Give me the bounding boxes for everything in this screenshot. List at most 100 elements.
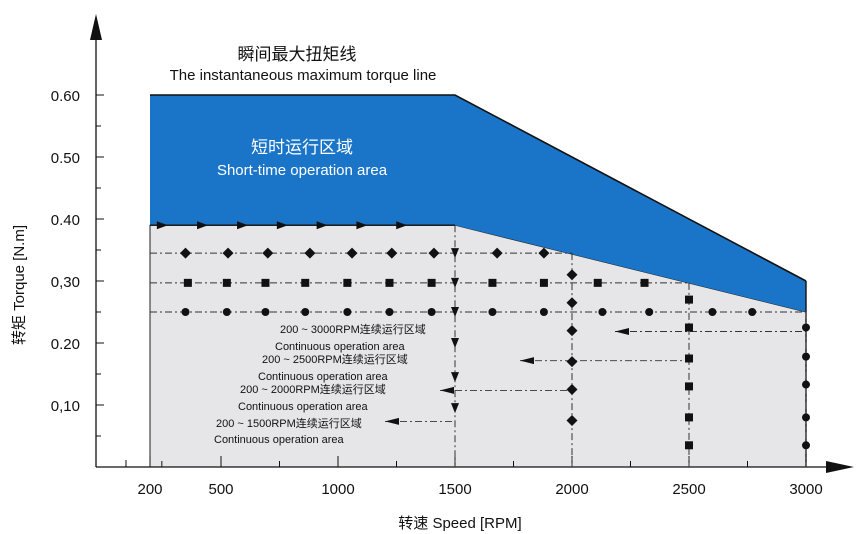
x-tick-label: 1500 [438, 481, 471, 498]
circle-marker [222, 308, 231, 316]
annotation-arrow [520, 357, 534, 365]
annotation-range-label: 200 ~ 3000RPM连续运行区域 [280, 322, 426, 336]
square-marker [539, 278, 548, 287]
y-axis-arrow [90, 14, 102, 40]
triangle-down-marker [451, 403, 459, 414]
square-marker [685, 382, 693, 391]
diamond-marker [566, 415, 578, 426]
diamond-marker [262, 247, 274, 259]
square-marker [640, 278, 649, 287]
axis-ticks [96, 94, 807, 467]
triangle-down-marker [451, 307, 459, 317]
circle-marker [427, 308, 436, 316]
square-marker [685, 441, 693, 450]
diamond-marker [428, 247, 440, 259]
x-tick-label: 2000 [555, 481, 588, 498]
square-marker [222, 278, 231, 287]
triangle-marker [237, 221, 249, 230]
annotation-en-label: Continuous operation area [214, 434, 345, 446]
data-markers [156, 221, 810, 450]
square-marker [488, 278, 497, 287]
square-marker [685, 295, 693, 304]
triangle-marker [197, 221, 209, 230]
diamond-marker [566, 384, 578, 395]
diamond-marker [566, 269, 578, 281]
circle-marker [343, 308, 352, 316]
circle-marker [261, 308, 270, 316]
annotation-en-label: Continuous operation area [238, 401, 369, 413]
short-time-area-label-en: Short-time operation area [217, 162, 388, 179]
y-tick-label: 0.40 [51, 212, 80, 229]
diamond-marker [304, 247, 316, 259]
triangle-marker [276, 221, 288, 230]
diamond-marker [386, 247, 398, 259]
triangle-marker [316, 221, 328, 230]
square-marker [685, 323, 693, 332]
triangle-down-marker [451, 372, 459, 383]
circle-marker [181, 308, 190, 316]
square-marker [427, 278, 436, 287]
x-tick-label: 200 [137, 481, 162, 498]
triangle-down-marker [451, 248, 459, 259]
triangle-marker [396, 221, 408, 230]
triangle-down-marker [451, 338, 459, 348]
diamond-marker [538, 247, 550, 259]
annotation-range-label: 200 ~ 2000RPM连续运行区域 [240, 382, 386, 396]
annotation-en-label: Continuous operation area [258, 371, 389, 383]
triangle-marker [356, 221, 368, 230]
x-axis-arrow [826, 461, 854, 473]
diamond-marker [566, 356, 578, 368]
max-torque-line [150, 94, 807, 282]
diamond-marker [491, 247, 503, 259]
x-axis-title: 转速 Speed [RPM] [398, 515, 521, 532]
annotation-arrow [615, 328, 629, 335]
square-marker [261, 278, 270, 287]
circle-marker [708, 308, 717, 316]
annotation-range-label: 200 ~ 2500RPM连续运行区域 [262, 352, 408, 366]
circle-marker [598, 308, 607, 316]
y-axis-title: 转矩 Torque [N.m] [11, 225, 28, 345]
square-marker [685, 413, 693, 422]
x-tick-label: 1000 [321, 481, 354, 498]
circle-marker [802, 352, 810, 361]
y-tick-label: 0.50 [51, 150, 80, 167]
square-marker [385, 278, 394, 287]
circle-marker [802, 413, 810, 422]
y-tick-label: 0,10 [51, 398, 80, 415]
annotation-en-label: Continuous operation area [275, 341, 406, 353]
triangle-down-marker [451, 277, 459, 288]
square-marker [593, 278, 602, 287]
diamond-marker [346, 247, 358, 259]
chart-title: 瞬间最大扭矩线 [238, 45, 357, 64]
y-tick-label: 0,30 [51, 274, 80, 291]
circle-marker [748, 308, 757, 316]
circle-marker [301, 308, 310, 316]
annotation-range-label: 200 ~ 1500RPM连续运行区域 [216, 416, 362, 430]
chart-subtitle: The instantaneous maximum torque line [170, 67, 437, 84]
x-tick-label: 500 [208, 481, 233, 498]
diamond-marker [222, 247, 234, 259]
diamond-marker [566, 325, 578, 337]
circle-marker [645, 308, 654, 316]
short-time-operation-area [150, 95, 806, 312]
circle-marker [385, 308, 394, 316]
circle-marker [488, 308, 497, 316]
square-marker [343, 278, 352, 287]
triangle-marker [156, 221, 168, 230]
diamond-marker [566, 297, 578, 309]
y-tick-labels: 0.60 0.50 0.40 0,30 0.20 0,10 [51, 88, 80, 415]
square-marker [685, 354, 693, 363]
annotation-arrow [440, 386, 454, 394]
x-tick-labels: 200 500 1000 1500 2000 2500 3000 [137, 481, 822, 498]
square-marker [183, 278, 192, 287]
x-tick-label: 2500 [672, 481, 705, 498]
circle-marker [802, 323, 810, 332]
short-time-area-label: 短时运行区域 [251, 138, 353, 157]
circle-marker [802, 441, 810, 450]
diamond-marker [180, 247, 191, 259]
y-tick-label: 0.20 [51, 336, 80, 353]
square-marker [301, 278, 310, 287]
y-tick-label: 0.60 [51, 88, 80, 105]
x-tick-label: 3000 [789, 481, 822, 498]
